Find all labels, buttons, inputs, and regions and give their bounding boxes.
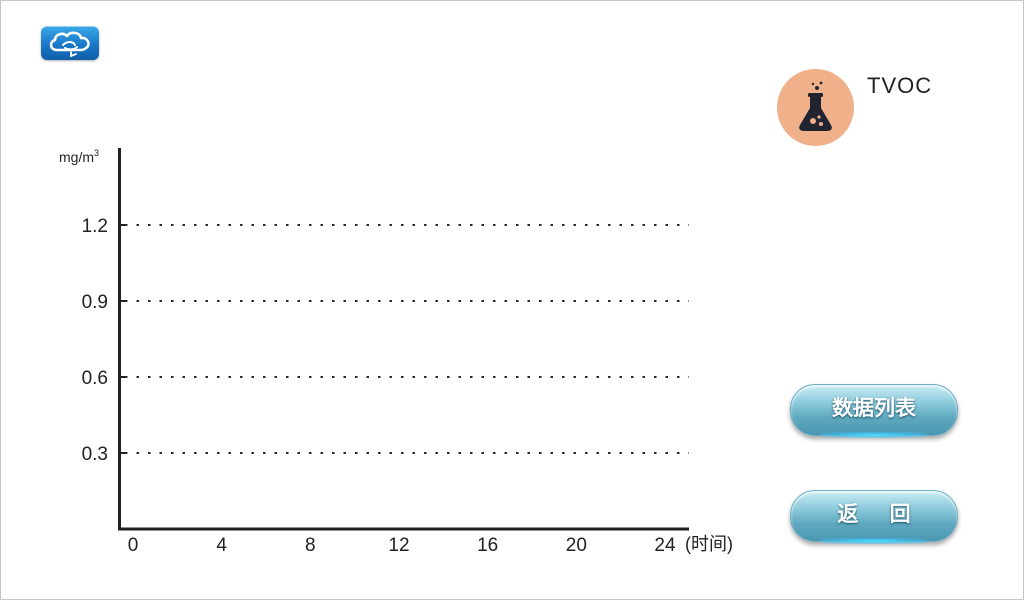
- x-tick-label: 0: [128, 535, 139, 556]
- x-tick-label: 16: [477, 535, 498, 556]
- flask-icon: [777, 69, 854, 146]
- x-ticks: 0 4 8 12 16 20 24: [128, 535, 676, 556]
- back-button[interactable]: 返 回: [790, 490, 958, 544]
- y-ticks: 0.3 0.6 0.9 1.2: [82, 216, 125, 465]
- back-button-glow: [821, 538, 927, 544]
- back-button-label: 返 回: [837, 502, 923, 526]
- y-tick-label: 1.2: [82, 216, 108, 237]
- x-tick-label: 8: [305, 535, 316, 556]
- y-tick-label: 0.9: [82, 292, 108, 313]
- x-tick-label: 4: [216, 535, 227, 556]
- tvoc-chart: 0.3 0.6 0.9 1.2 0 4 8 12 16 20 24 mg/m3 (时间): [59, 148, 733, 556]
- data-list-button-label: 数据列表: [832, 396, 916, 420]
- x-tick-label: 24: [654, 535, 676, 556]
- y-axis-label: mg/m3: [59, 148, 99, 165]
- grid-lines: [125, 224, 689, 454]
- x-tick-label: 20: [566, 535, 587, 556]
- sensor-name: TVOC: [867, 73, 933, 98]
- data-list-button-glow: [821, 432, 927, 438]
- y-tick-label: 0.3: [82, 444, 108, 465]
- y-tick-label: 0.6: [82, 368, 108, 389]
- y-axis-label-superscript: 3: [94, 148, 99, 158]
- cloud-logo-icon[interactable]: [41, 26, 99, 60]
- x-tick-label: 12: [388, 535, 409, 556]
- data-list-button[interactable]: 数据列表: [790, 384, 958, 438]
- x-axis-label: (时间): [685, 534, 733, 554]
